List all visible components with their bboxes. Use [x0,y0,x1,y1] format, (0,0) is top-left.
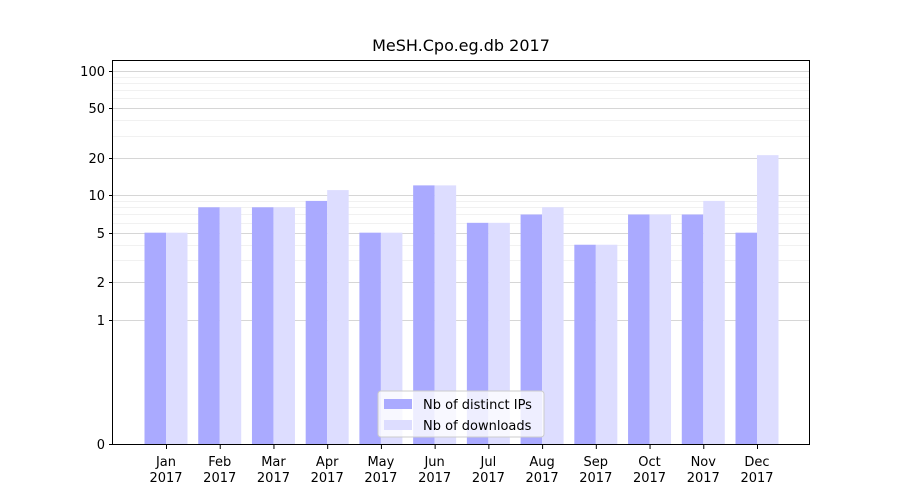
bar-downloads [703,200,725,444]
x-tick-label: Apr 2017 [311,455,344,486]
bar-downloads [649,214,672,444]
chart-title: MeSH.Cpo.eg.db 2017 [372,36,550,55]
bar-distinct-ips [198,207,220,444]
bar-distinct-ips [574,244,596,444]
x-axis: Jan 2017 Feb 2017 Mar 2017 Apr 2017 May 2017 Jun 20… [149,445,774,486]
bars-layer [144,155,779,444]
bar-distinct-ips [251,207,274,444]
bar-distinct-ips [144,232,166,444]
bar-distinct-ips [681,214,704,444]
y-tick-label: 50 [88,102,105,117]
bar-distinct-ips [735,232,757,444]
x-tick-label: Feb 2017 [203,455,236,486]
bar-distinct-ips [628,214,650,444]
bar-downloads [273,207,295,444]
x-tick-label: Oct 2017 [633,455,666,486]
x-tick-label: Mar 2017 [257,455,290,486]
bar-downloads [327,190,349,444]
bar-downloads [434,185,457,444]
y-tick-label: 100 [80,65,105,80]
legend-label: Nb of distinct IPs [423,398,532,413]
y-tick-label: 10 [88,189,105,204]
bar-distinct-ips [359,232,381,444]
x-tick-label: Dec 2017 [740,455,773,486]
bar-downloads [488,222,510,444]
bar-distinct-ips [520,214,543,444]
bar-downloads [595,244,618,444]
x-tick-label: Jul 2017 [472,455,505,486]
x-tick-label: Aug 2017 [526,455,559,486]
bar-downloads [757,155,779,444]
y-axis: 0 1 2 5 10 20 50 100 [80,65,113,453]
legend-label: Nb of downloads [423,419,532,434]
x-tick-label: Sep 2017 [579,455,612,486]
y-tick-label: 20 [88,152,105,167]
bar-distinct-ips [413,185,435,444]
bar-downloads [219,207,242,444]
legend-swatch [384,420,412,430]
x-tick-label: Nov 2017 [687,455,720,486]
legend: Nb of distinct IPs Nb of downloads [377,390,545,438]
legend-swatch [384,399,412,409]
x-tick-label: Jan 2017 [149,455,182,486]
x-tick-label: Jun 2017 [418,455,451,486]
y-tick-label: 0 [97,438,105,453]
y-tick-label: 2 [97,276,105,291]
y-tick-label: 1 [97,314,105,329]
bar-downloads [542,207,564,444]
y-tick-label: 5 [97,227,105,242]
bar-downloads [166,232,188,444]
bar-distinct-ips [305,200,328,444]
legend-box [377,390,545,438]
x-tick-label: May 2017 [364,455,397,486]
plot-frame [112,60,810,445]
bar-distinct-ips [466,222,489,444]
